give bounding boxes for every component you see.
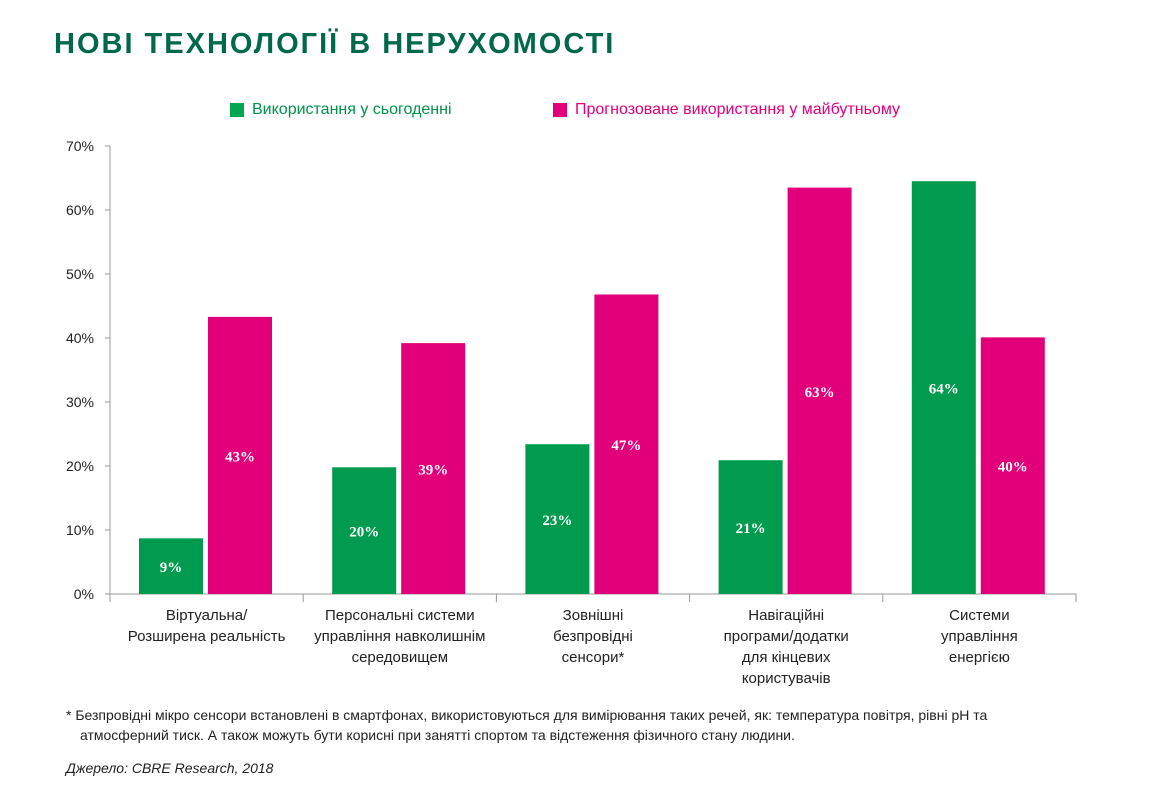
data-label: 21% xyxy=(736,521,766,537)
x-category-label: Системи xyxy=(949,607,1009,624)
data-label: 40% xyxy=(998,460,1028,476)
data-label: 64% xyxy=(929,382,959,398)
source-note: Джерело: CBRE Research, 2018 xyxy=(66,760,274,776)
legend-swatch xyxy=(553,103,567,117)
data-label: 9% xyxy=(160,560,183,576)
x-category-label: користувачів xyxy=(742,670,831,687)
bar-future xyxy=(980,337,1045,594)
x-category-label: програми/додатки xyxy=(724,628,849,645)
data-label: 47% xyxy=(611,438,641,454)
bar-future xyxy=(787,187,852,594)
bar-current xyxy=(139,538,203,594)
bar-current xyxy=(911,181,976,594)
x-category-label: енергією xyxy=(949,649,1010,666)
y-tick-label: 20% xyxy=(66,458,94,474)
data-label: 43% xyxy=(225,449,255,465)
x-category-label: Зовнішні xyxy=(563,607,624,624)
bar-future xyxy=(208,316,272,594)
y-tick-label: 30% xyxy=(66,394,94,410)
legend-swatch xyxy=(230,103,244,117)
legend-label: Прогнозоване використання у майбутньому xyxy=(575,101,900,118)
y-tick-label: 10% xyxy=(66,522,94,538)
y-tick-label: 50% xyxy=(66,266,94,282)
x-category-label: Віртуальна/ xyxy=(166,607,248,624)
legend-item-future: Прогнозоване використання у майбутньому xyxy=(553,101,900,119)
y-tick-label: 70% xyxy=(66,138,94,154)
data-label: 20% xyxy=(349,525,379,541)
x-category-label: Навігаційні xyxy=(748,607,824,624)
x-category-label: сенсори* xyxy=(562,649,625,666)
y-tick-label: 0% xyxy=(74,586,94,602)
legend-item-current: Використання у сьогоденні xyxy=(230,101,452,119)
y-tick-label: 40% xyxy=(66,330,94,346)
footnote-line: атмосферний тиск. А також можуть бути ко… xyxy=(80,727,795,743)
bar-future xyxy=(401,343,466,594)
x-category-label: Персональні системи xyxy=(325,607,475,624)
data-label: 23% xyxy=(542,513,572,529)
footnote-line: * Безпровідні мікро сенсори встановлені … xyxy=(66,707,988,723)
x-category-label: середовищем xyxy=(352,649,448,666)
bar-future xyxy=(594,294,659,594)
data-label: 63% xyxy=(805,385,835,401)
x-category-label: безпровідні xyxy=(553,628,633,645)
data-label: 39% xyxy=(418,463,448,479)
x-category-label: управління xyxy=(941,628,1018,645)
x-category-label: Розширена реальність xyxy=(128,628,286,645)
legend-label: Використання у сьогоденні xyxy=(252,101,452,118)
x-category-label: управління навколишнім xyxy=(314,628,485,645)
x-category-label: для кінцевих xyxy=(742,649,831,666)
bar-current xyxy=(718,460,783,594)
bar-current xyxy=(525,444,590,594)
y-tick-label: 60% xyxy=(66,202,94,218)
chart-title: НОВІ ТЕХНОЛОГІЇ В НЕРУХОМОСТІ xyxy=(54,28,616,60)
bar-current xyxy=(332,467,397,594)
